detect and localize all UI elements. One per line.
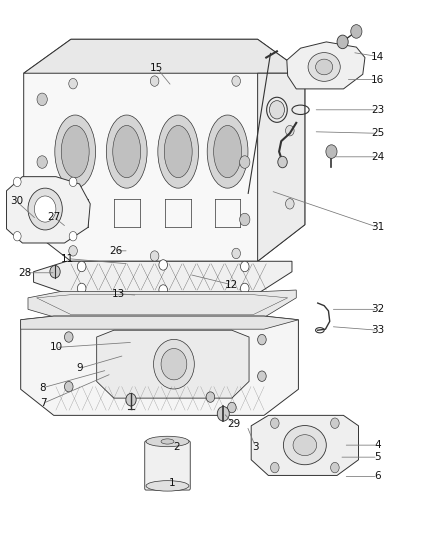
Circle shape	[232, 248, 240, 259]
Text: 25: 25	[371, 128, 385, 138]
Circle shape	[69, 78, 78, 89]
Circle shape	[37, 156, 47, 168]
Circle shape	[37, 93, 47, 106]
Ellipse shape	[113, 125, 141, 177]
Circle shape	[69, 246, 78, 256]
Ellipse shape	[214, 125, 241, 177]
Circle shape	[217, 407, 230, 421]
Text: 1: 1	[169, 478, 175, 488]
Text: 33: 33	[371, 325, 385, 335]
Polygon shape	[24, 39, 305, 73]
Ellipse shape	[293, 435, 317, 456]
Circle shape	[69, 177, 77, 187]
Ellipse shape	[146, 481, 189, 491]
Circle shape	[64, 332, 73, 342]
Ellipse shape	[283, 425, 326, 465]
Ellipse shape	[278, 156, 287, 168]
Text: 10: 10	[49, 343, 63, 352]
Text: 6: 6	[374, 472, 381, 481]
Ellipse shape	[28, 188, 62, 230]
Text: 13: 13	[112, 289, 125, 298]
Circle shape	[150, 76, 159, 86]
Ellipse shape	[146, 436, 189, 447]
Text: 24: 24	[371, 152, 385, 162]
Circle shape	[331, 418, 339, 429]
Text: 16: 16	[371, 75, 385, 85]
Text: 12: 12	[225, 280, 239, 290]
Text: 23: 23	[371, 105, 385, 115]
Circle shape	[206, 392, 215, 402]
Ellipse shape	[269, 101, 284, 119]
Circle shape	[126, 393, 136, 406]
Polygon shape	[251, 415, 358, 475]
Ellipse shape	[164, 125, 192, 177]
Text: 14: 14	[371, 52, 385, 61]
Circle shape	[69, 231, 77, 241]
Circle shape	[240, 156, 250, 168]
Circle shape	[50, 265, 60, 278]
Text: 4: 4	[374, 440, 381, 450]
Circle shape	[159, 285, 167, 295]
Text: 32: 32	[371, 304, 385, 314]
Ellipse shape	[158, 115, 198, 188]
Ellipse shape	[106, 115, 147, 188]
Circle shape	[271, 418, 279, 429]
Circle shape	[240, 261, 249, 272]
Text: 7: 7	[40, 398, 46, 408]
Circle shape	[228, 402, 236, 413]
Text: 27: 27	[47, 212, 60, 222]
Ellipse shape	[35, 196, 56, 222]
Text: 8: 8	[40, 383, 46, 393]
Polygon shape	[258, 73, 305, 261]
Polygon shape	[24, 39, 305, 261]
Circle shape	[64, 382, 73, 392]
Ellipse shape	[55, 115, 95, 188]
FancyBboxPatch shape	[145, 441, 190, 490]
Text: 9: 9	[76, 364, 83, 373]
Circle shape	[258, 334, 266, 345]
Text: 26: 26	[110, 246, 123, 256]
Circle shape	[14, 177, 21, 187]
Circle shape	[159, 260, 167, 270]
Circle shape	[326, 145, 337, 158]
Polygon shape	[97, 330, 249, 398]
Circle shape	[240, 213, 250, 226]
Polygon shape	[21, 316, 298, 329]
Ellipse shape	[308, 53, 340, 82]
Text: 3: 3	[252, 442, 259, 451]
Polygon shape	[21, 316, 298, 415]
Circle shape	[331, 463, 339, 473]
Text: 31: 31	[371, 222, 385, 232]
Circle shape	[14, 231, 21, 241]
Polygon shape	[7, 176, 90, 243]
Text: 5: 5	[374, 452, 381, 462]
Circle shape	[337, 35, 348, 49]
Circle shape	[258, 371, 266, 382]
Circle shape	[232, 76, 240, 86]
Ellipse shape	[161, 439, 174, 444]
Text: 2: 2	[173, 442, 180, 451]
Circle shape	[286, 199, 294, 209]
Ellipse shape	[207, 115, 248, 188]
Circle shape	[150, 251, 159, 261]
Text: 29: 29	[227, 419, 240, 429]
Circle shape	[271, 463, 279, 473]
Ellipse shape	[154, 340, 194, 389]
Circle shape	[37, 213, 47, 226]
Text: 15: 15	[150, 63, 163, 73]
Text: 28: 28	[18, 268, 32, 278]
Circle shape	[286, 125, 294, 136]
Ellipse shape	[161, 349, 187, 380]
Text: 30: 30	[10, 196, 23, 206]
Circle shape	[78, 283, 86, 294]
Polygon shape	[287, 42, 365, 89]
Text: 11: 11	[61, 254, 74, 264]
Polygon shape	[28, 290, 296, 319]
Circle shape	[351, 25, 362, 38]
Ellipse shape	[61, 125, 89, 177]
Ellipse shape	[315, 59, 333, 75]
Polygon shape	[34, 261, 292, 294]
Circle shape	[78, 261, 86, 272]
Circle shape	[240, 283, 249, 294]
